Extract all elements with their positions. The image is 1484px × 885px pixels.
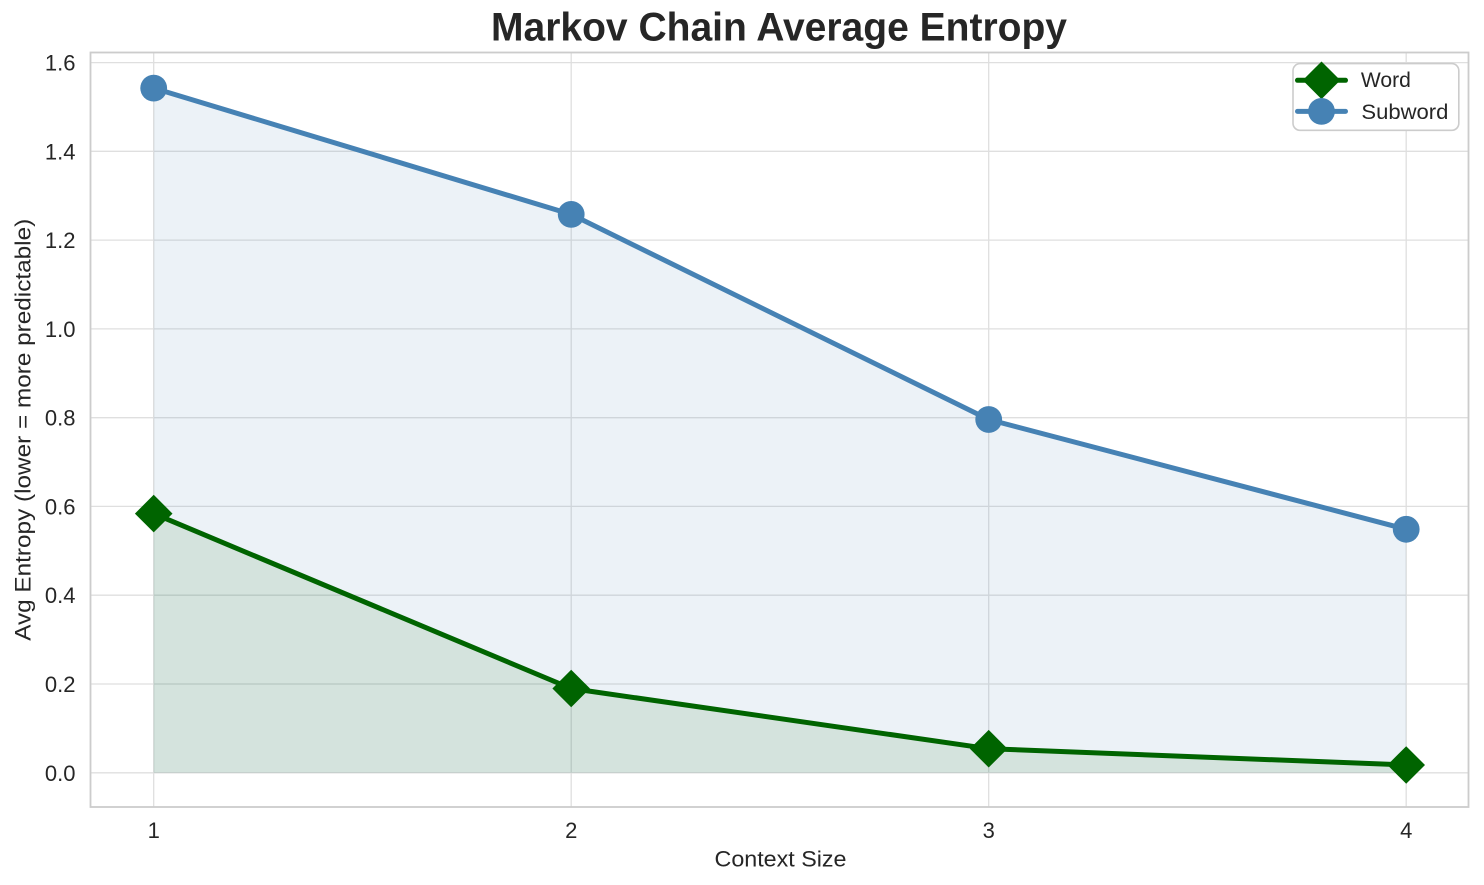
svg-text:Markov Chain Average Entropy: Markov Chain Average Entropy <box>491 5 1068 49</box>
svg-text:1: 1 <box>148 818 160 843</box>
svg-text:Subword: Subword <box>1361 101 1448 124</box>
svg-text:1.4: 1.4 <box>45 139 76 164</box>
svg-text:3: 3 <box>983 818 995 843</box>
svg-text:0.2: 0.2 <box>45 672 76 697</box>
svg-text:4: 4 <box>1400 818 1412 843</box>
svg-text:2: 2 <box>565 818 577 843</box>
svg-text:1.6: 1.6 <box>45 51 76 76</box>
svg-text:Context Size: Context Size <box>715 846 847 871</box>
svg-text:Avg Entropy (lower = more pred: Avg Entropy (lower = more predictable) <box>10 219 35 641</box>
svg-text:Word: Word <box>1361 69 1411 92</box>
svg-text:1.2: 1.2 <box>45 228 76 253</box>
svg-text:0.6: 0.6 <box>45 494 76 519</box>
svg-text:0.4: 0.4 <box>45 583 76 608</box>
svg-text:0.0: 0.0 <box>45 761 76 786</box>
svg-text:1.0: 1.0 <box>45 317 76 342</box>
svg-text:0.8: 0.8 <box>45 406 76 431</box>
